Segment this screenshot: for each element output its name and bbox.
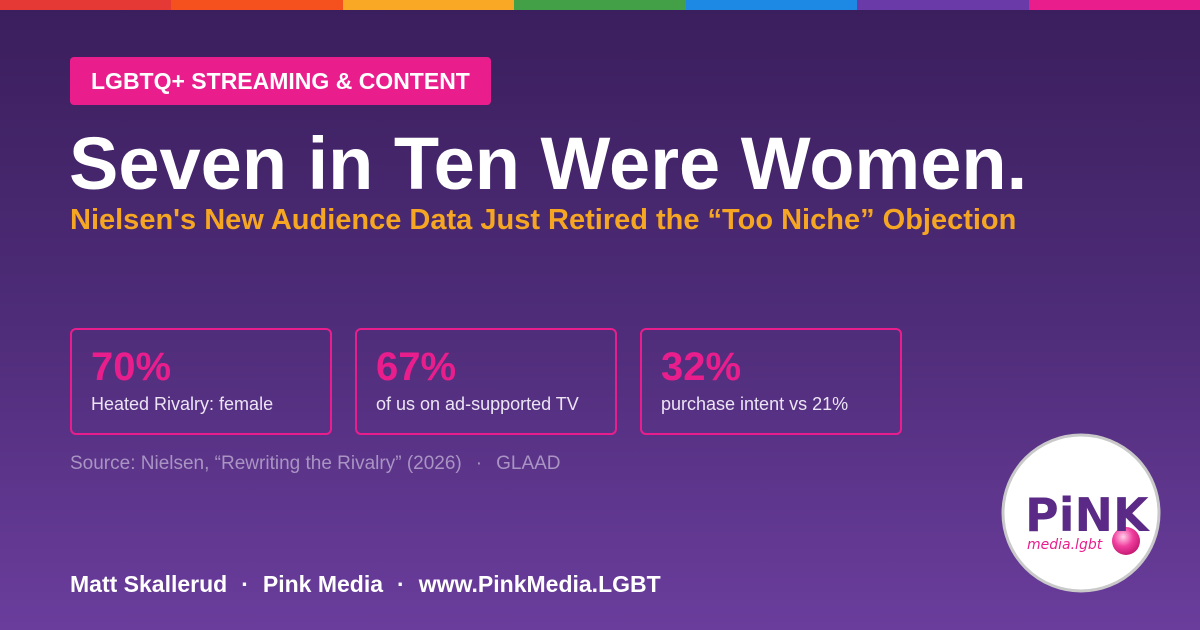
stat-value: 67% bbox=[376, 345, 457, 389]
stripe bbox=[0, 0, 172, 10]
separator: · bbox=[241, 571, 249, 597]
stat-value: 32% bbox=[661, 345, 742, 389]
stat-value: 70% bbox=[91, 345, 172, 389]
subheadline: Nielsen's New Audience Data Just Retired… bbox=[70, 204, 1017, 236]
source-item: GLAAD bbox=[496, 453, 561, 474]
stripe bbox=[857, 0, 1029, 10]
footer-item: www.PinkMedia.LGBT bbox=[418, 571, 661, 597]
logo-name: PiNK bbox=[1025, 488, 1151, 542]
stat-card: 67% of us on ad-supported TV bbox=[355, 328, 617, 435]
stripe bbox=[342, 0, 515, 10]
stripe bbox=[514, 0, 686, 10]
stripe bbox=[171, 0, 343, 10]
footer-item: Matt Skallerud bbox=[70, 571, 228, 597]
stat-label: purchase intent vs 21% bbox=[661, 394, 849, 414]
logo-domain: media.lgbt bbox=[1027, 537, 1103, 553]
footer-item: Pink Media bbox=[262, 571, 384, 597]
logo: PiNK media.lgbt bbox=[1001, 433, 1161, 593]
source-line: Source: Nielsen, “Rewriting the Rivalry”… bbox=[70, 452, 561, 476]
separator: · bbox=[475, 453, 483, 474]
category-tag: LGBTQ+ STREAMING & CONTENT bbox=[70, 57, 491, 105]
footer: Matt Skallerud · Pink Media · www.PinkMedia.… bbox=[70, 569, 661, 599]
stat-label: Heated Rivalry: female bbox=[91, 394, 274, 414]
separator: · bbox=[397, 571, 405, 597]
source-item: Source: Nielsen, “Rewriting the Rivalry”… bbox=[70, 453, 462, 474]
stripe bbox=[685, 0, 858, 10]
headline: Seven in Ten Were Women. bbox=[69, 122, 1028, 205]
logo-ball bbox=[1112, 527, 1140, 555]
stripe bbox=[1028, 0, 1200, 10]
stat-label: of us on ad-supported TV bbox=[376, 394, 579, 414]
stat-card: 70% Heated Rivalry: female bbox=[70, 328, 332, 435]
rainbow-bar bbox=[0, 0, 1200, 10]
stat-card: 32% purchase intent vs 21% bbox=[640, 328, 902, 435]
